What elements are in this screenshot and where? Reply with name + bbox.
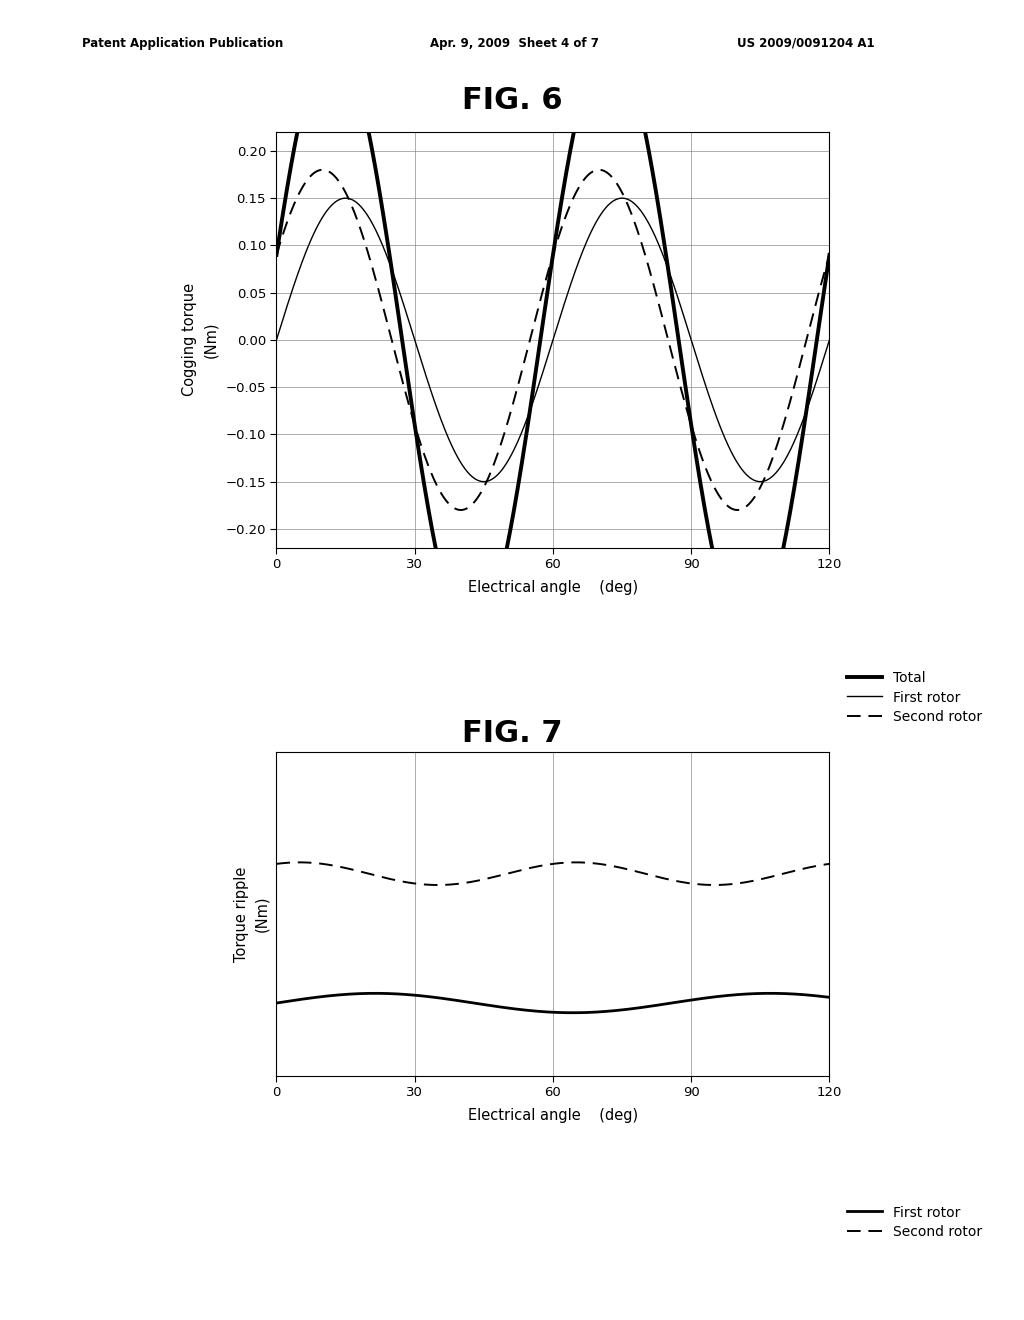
Text: FIG. 6: FIG. 6 [462, 86, 562, 115]
Y-axis label: Cogging torque
(Nm): Cogging torque (Nm) [182, 284, 218, 396]
Legend: First rotor, Second rotor: First rotor, Second rotor [848, 1205, 982, 1239]
X-axis label: Electrical angle    (deg): Electrical angle (deg) [468, 1107, 638, 1122]
Text: US 2009/0091204 A1: US 2009/0091204 A1 [737, 37, 874, 50]
Y-axis label: Torque ripple
(Nm): Torque ripple (Nm) [233, 866, 269, 962]
X-axis label: Electrical angle    (deg): Electrical angle (deg) [468, 579, 638, 594]
Text: FIG. 7: FIG. 7 [462, 719, 562, 748]
Text: Patent Application Publication: Patent Application Publication [82, 37, 284, 50]
Legend: Total, First rotor, Second rotor: Total, First rotor, Second rotor [848, 671, 982, 725]
Text: Apr. 9, 2009  Sheet 4 of 7: Apr. 9, 2009 Sheet 4 of 7 [430, 37, 599, 50]
